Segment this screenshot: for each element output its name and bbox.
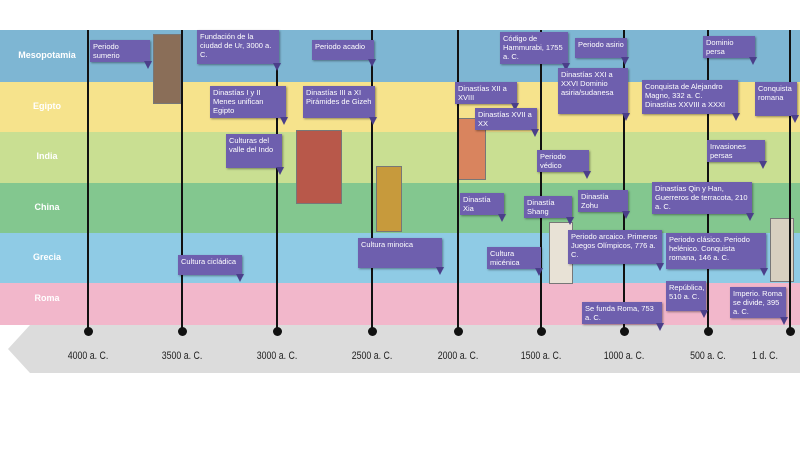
axis-arrow [8,325,800,373]
event-box: Dinastías XII a XVIII [455,82,519,111]
axis-label: 1500 a. C. [520,350,562,362]
image [153,34,181,104]
axis-label: 3500 a. C. [161,350,203,362]
event-box: Dominio persa [703,36,757,65]
time-dot [703,327,713,336]
event-box: Dinastía Shang [524,196,574,225]
event-box: Culturas del valle del Indo [226,134,284,175]
axis-label: 500 a. C. [690,350,726,362]
event-box: Periodo acadio [312,40,376,67]
row-label: China [34,202,60,212]
axis-label: 2500 a. C. [351,350,393,362]
time-dot [619,327,629,336]
event-box: Código de Hammurabi, 1755 a. C. [500,32,570,71]
time-dot [367,327,377,336]
time-dot [785,327,795,336]
time-line [371,30,373,332]
event-box: Imperio. Roma se divide, 395 a. C. [730,287,788,325]
time-line [181,30,183,332]
event-box: Periodo sumerio [90,40,152,69]
time-line [707,30,709,332]
event-box: Cultura minoica [358,238,444,275]
row-label: Mesopotamia [18,50,76,60]
axis-label: 2000 a. C. [437,350,479,362]
row-label: Roma [34,293,60,303]
time-line [540,30,542,332]
event-box: Se funda Roma, 753 a. C. [582,302,664,331]
time-dot [272,327,282,336]
event-box: República, 510 a. C. [666,281,708,318]
axis-label: 3000 a. C. [256,350,298,362]
time-line [789,30,791,332]
event-box: Conquista de Alejandro Magno, 332 a. C. … [642,80,740,121]
event-box: Periodo asirio [575,38,629,65]
time-dot [177,327,187,336]
event-box: Cultura cicládica [178,255,244,282]
event-box: Dinastías XVII a XX [475,108,539,137]
axis-label: 4000 a. C. [67,350,109,362]
event-box: Dinastía Zohu [578,190,630,219]
time-line [623,30,625,332]
event-box: Invasiones persas [707,140,767,169]
time-line [276,30,278,332]
time-line [87,30,89,332]
event-box: Fundación de la ciudad de Ur, 3000 a. C. [197,30,281,71]
image [296,130,342,204]
event-box: Periodo arcaico. Primeros Juegos Olímpic… [568,230,664,271]
time-dot [453,327,463,336]
time-dot [83,327,93,336]
event-box: Periodo védico [537,150,591,179]
time-dot [536,327,546,336]
row-label: Egipto [33,101,61,111]
event-box: Dinastías Qin y Han, Guerreros de terrac… [652,182,754,221]
event-box: Dinastías I y II Menes unifican Egipto [210,86,288,125]
event-box: Conquista romana [755,82,799,123]
axis-label: 1000 a. C. [603,350,645,362]
event-box: Dinastía Xia [460,193,506,222]
row-label: India [36,151,58,161]
event-box: Dinastías III a XI Pirámides de Gizeh [303,86,377,125]
axis-label: 1 d. C. [752,350,778,362]
row-label: Grecia [32,252,62,262]
time-line [457,30,459,332]
image [376,166,402,232]
event-box: Periodo clásico. Periodo helénico. Conqu… [666,233,768,276]
event-box: Cultura micénica [487,247,543,276]
event-box: Dinastías XXI a XXVI Dominio asiria/suda… [558,68,630,121]
